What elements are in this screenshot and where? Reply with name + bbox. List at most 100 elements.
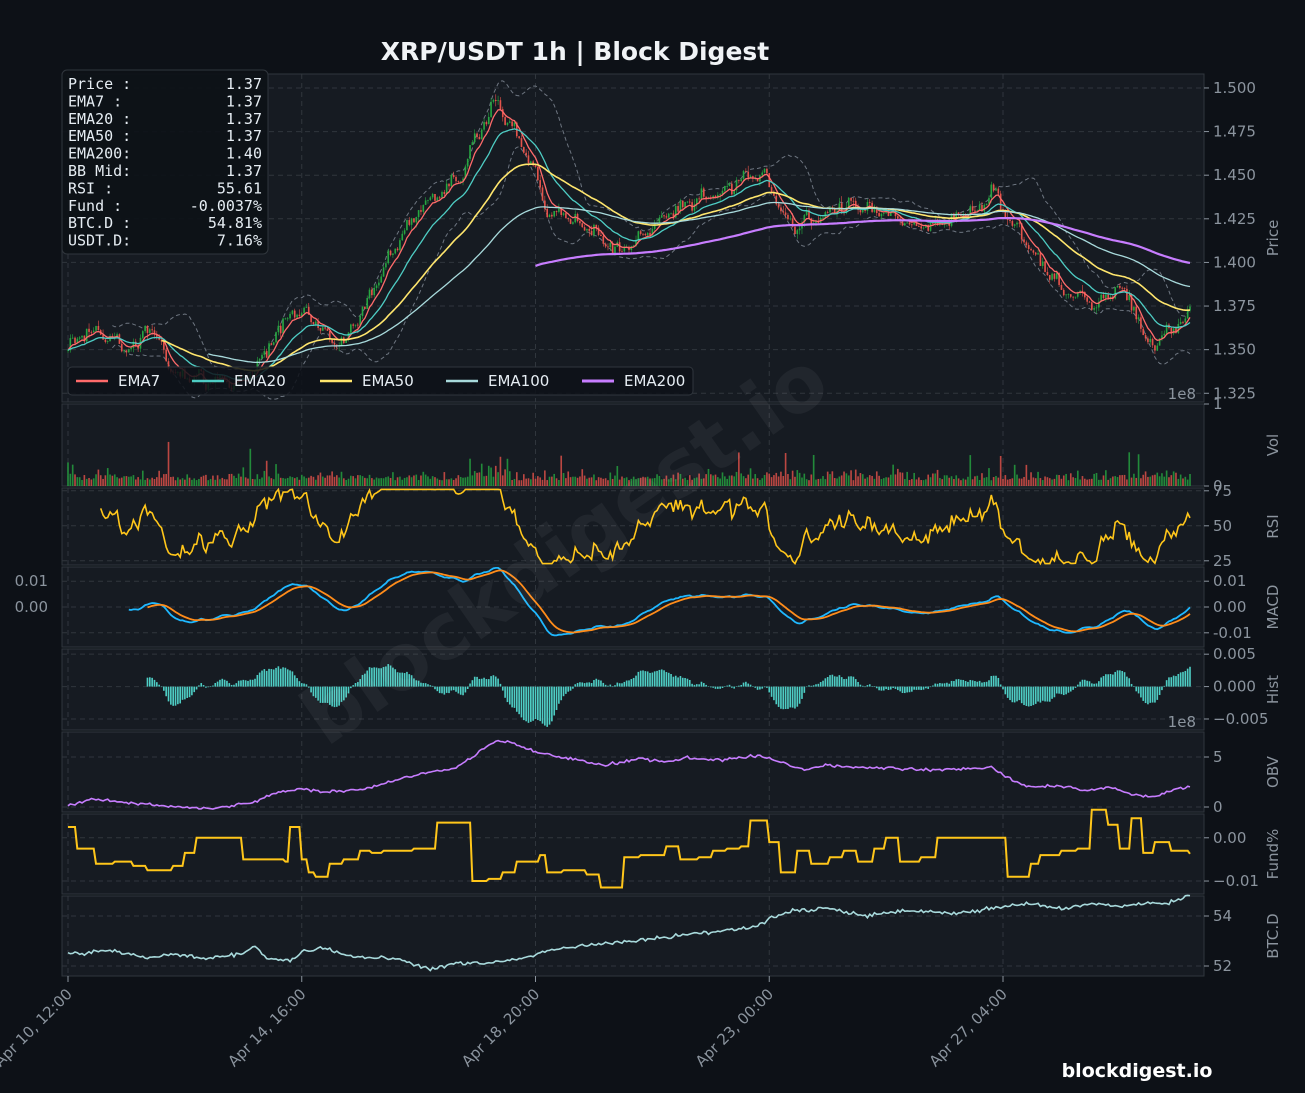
hist-bar <box>735 686 738 687</box>
hist-bar <box>957 679 960 687</box>
hist-bar <box>450 686 453 691</box>
candle-body <box>854 200 857 207</box>
candle-body <box>999 193 1002 210</box>
hist-bar <box>1006 686 1009 698</box>
volume-bar <box>588 477 591 486</box>
volume-bar <box>490 467 492 486</box>
volume-bar <box>506 458 509 486</box>
hist-bar <box>745 681 747 687</box>
candle-body <box>541 187 544 201</box>
info-value: 7.16% <box>217 232 262 250</box>
volume-bar <box>261 477 263 486</box>
volume-bar <box>992 477 995 486</box>
volume-bar <box>324 477 326 486</box>
volume-bar <box>392 472 394 486</box>
info-label: Price : <box>68 75 131 93</box>
volume-bar <box>289 476 291 486</box>
hist-bar <box>677 677 679 687</box>
hist-bar <box>990 675 993 687</box>
volume-bar <box>616 466 619 486</box>
legend-frame <box>67 366 694 396</box>
candle-body <box>352 324 354 326</box>
candle-body <box>681 200 684 208</box>
volume-bar <box>896 468 899 486</box>
watermark-corner: blockdigest.io <box>1062 1060 1213 1082</box>
volume-bar <box>67 462 69 486</box>
volume-bar <box>950 476 953 486</box>
btcd-tick-label: 52 <box>1213 957 1232 975</box>
volume-bar <box>887 477 890 486</box>
volume-bar <box>889 474 892 486</box>
volume-bar <box>894 474 897 486</box>
hist-bar <box>277 666 280 687</box>
volume-bar <box>317 475 319 486</box>
candle-body <box>1161 335 1163 339</box>
volume-bar <box>775 472 778 486</box>
hist-bar <box>221 678 224 687</box>
hist-bar <box>829 675 831 687</box>
hist-bar <box>978 680 981 687</box>
hist-bar <box>618 683 621 687</box>
hist-bar <box>279 668 282 687</box>
hist-bar <box>392 667 394 687</box>
volume-bar <box>314 479 317 486</box>
hist-bar <box>548 686 551 725</box>
candle-body <box>331 339 333 343</box>
hist-bar <box>726 685 728 687</box>
volume-bar <box>258 479 261 486</box>
hist-bar <box>967 681 969 687</box>
volume-bar <box>340 471 343 486</box>
candle-body <box>1013 224 1016 226</box>
hist-bar <box>927 686 930 689</box>
volume-bar <box>560 455 563 486</box>
volume-bar <box>964 479 967 486</box>
candle-body <box>406 220 408 231</box>
volume-bar <box>866 477 869 486</box>
candle-body <box>726 185 728 187</box>
volume-bar <box>836 478 838 486</box>
volume-bar <box>948 477 951 486</box>
hist-bar <box>256 674 259 687</box>
candle-body <box>761 172 764 176</box>
volume-bar <box>202 475 205 486</box>
candle-body <box>1067 294 1070 296</box>
candle-body <box>522 147 525 153</box>
info-value: -0.0037% <box>190 197 262 215</box>
volume-bar <box>366 478 369 486</box>
candle-body <box>1058 272 1060 285</box>
candle-body <box>551 214 553 217</box>
hist-bar <box>1102 676 1105 687</box>
hist-bar <box>1032 686 1035 706</box>
volume-bar <box>847 475 850 486</box>
volume-bar <box>875 471 878 486</box>
candle-body <box>422 204 425 212</box>
volume-bar <box>319 472 322 486</box>
hist-bar <box>843 679 845 687</box>
candle-body <box>67 350 69 352</box>
volume-bar <box>130 476 132 486</box>
hist-bar <box>892 686 894 689</box>
hist-bar <box>364 673 366 687</box>
hist-bar <box>784 686 787 709</box>
info-value: 55.61 <box>217 179 262 197</box>
volume-bar <box>749 468 752 486</box>
volume-bar <box>724 476 726 486</box>
hist-bar <box>1067 686 1070 693</box>
volume-bar <box>593 474 595 486</box>
candle-body <box>387 250 390 264</box>
candle-body <box>156 334 158 337</box>
candle-body <box>1072 296 1074 298</box>
hist-bar <box>448 686 450 694</box>
hist-bar <box>836 676 838 687</box>
candle-body <box>906 222 908 224</box>
volume-bar <box>158 470 160 486</box>
volume-bar <box>1105 470 1107 486</box>
hist-bar <box>819 682 822 687</box>
candle-body <box>684 201 686 208</box>
candle-body <box>840 203 843 212</box>
candle-body <box>583 227 586 231</box>
hist-bar <box>427 684 429 687</box>
volume-bar <box>861 474 864 486</box>
volume-bar <box>714 474 717 486</box>
candle-body <box>1095 307 1098 309</box>
